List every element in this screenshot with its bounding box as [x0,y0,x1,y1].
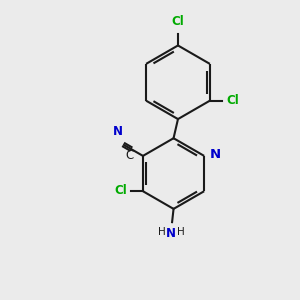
Text: Cl: Cl [226,94,239,106]
Text: N: N [209,148,220,161]
Text: N: N [166,226,176,240]
Text: H: H [177,226,185,237]
Text: H: H [158,226,166,237]
Text: Cl: Cl [172,15,184,28]
Text: N: N [113,124,123,138]
Text: C: C [125,149,133,162]
Text: Cl: Cl [114,184,127,197]
